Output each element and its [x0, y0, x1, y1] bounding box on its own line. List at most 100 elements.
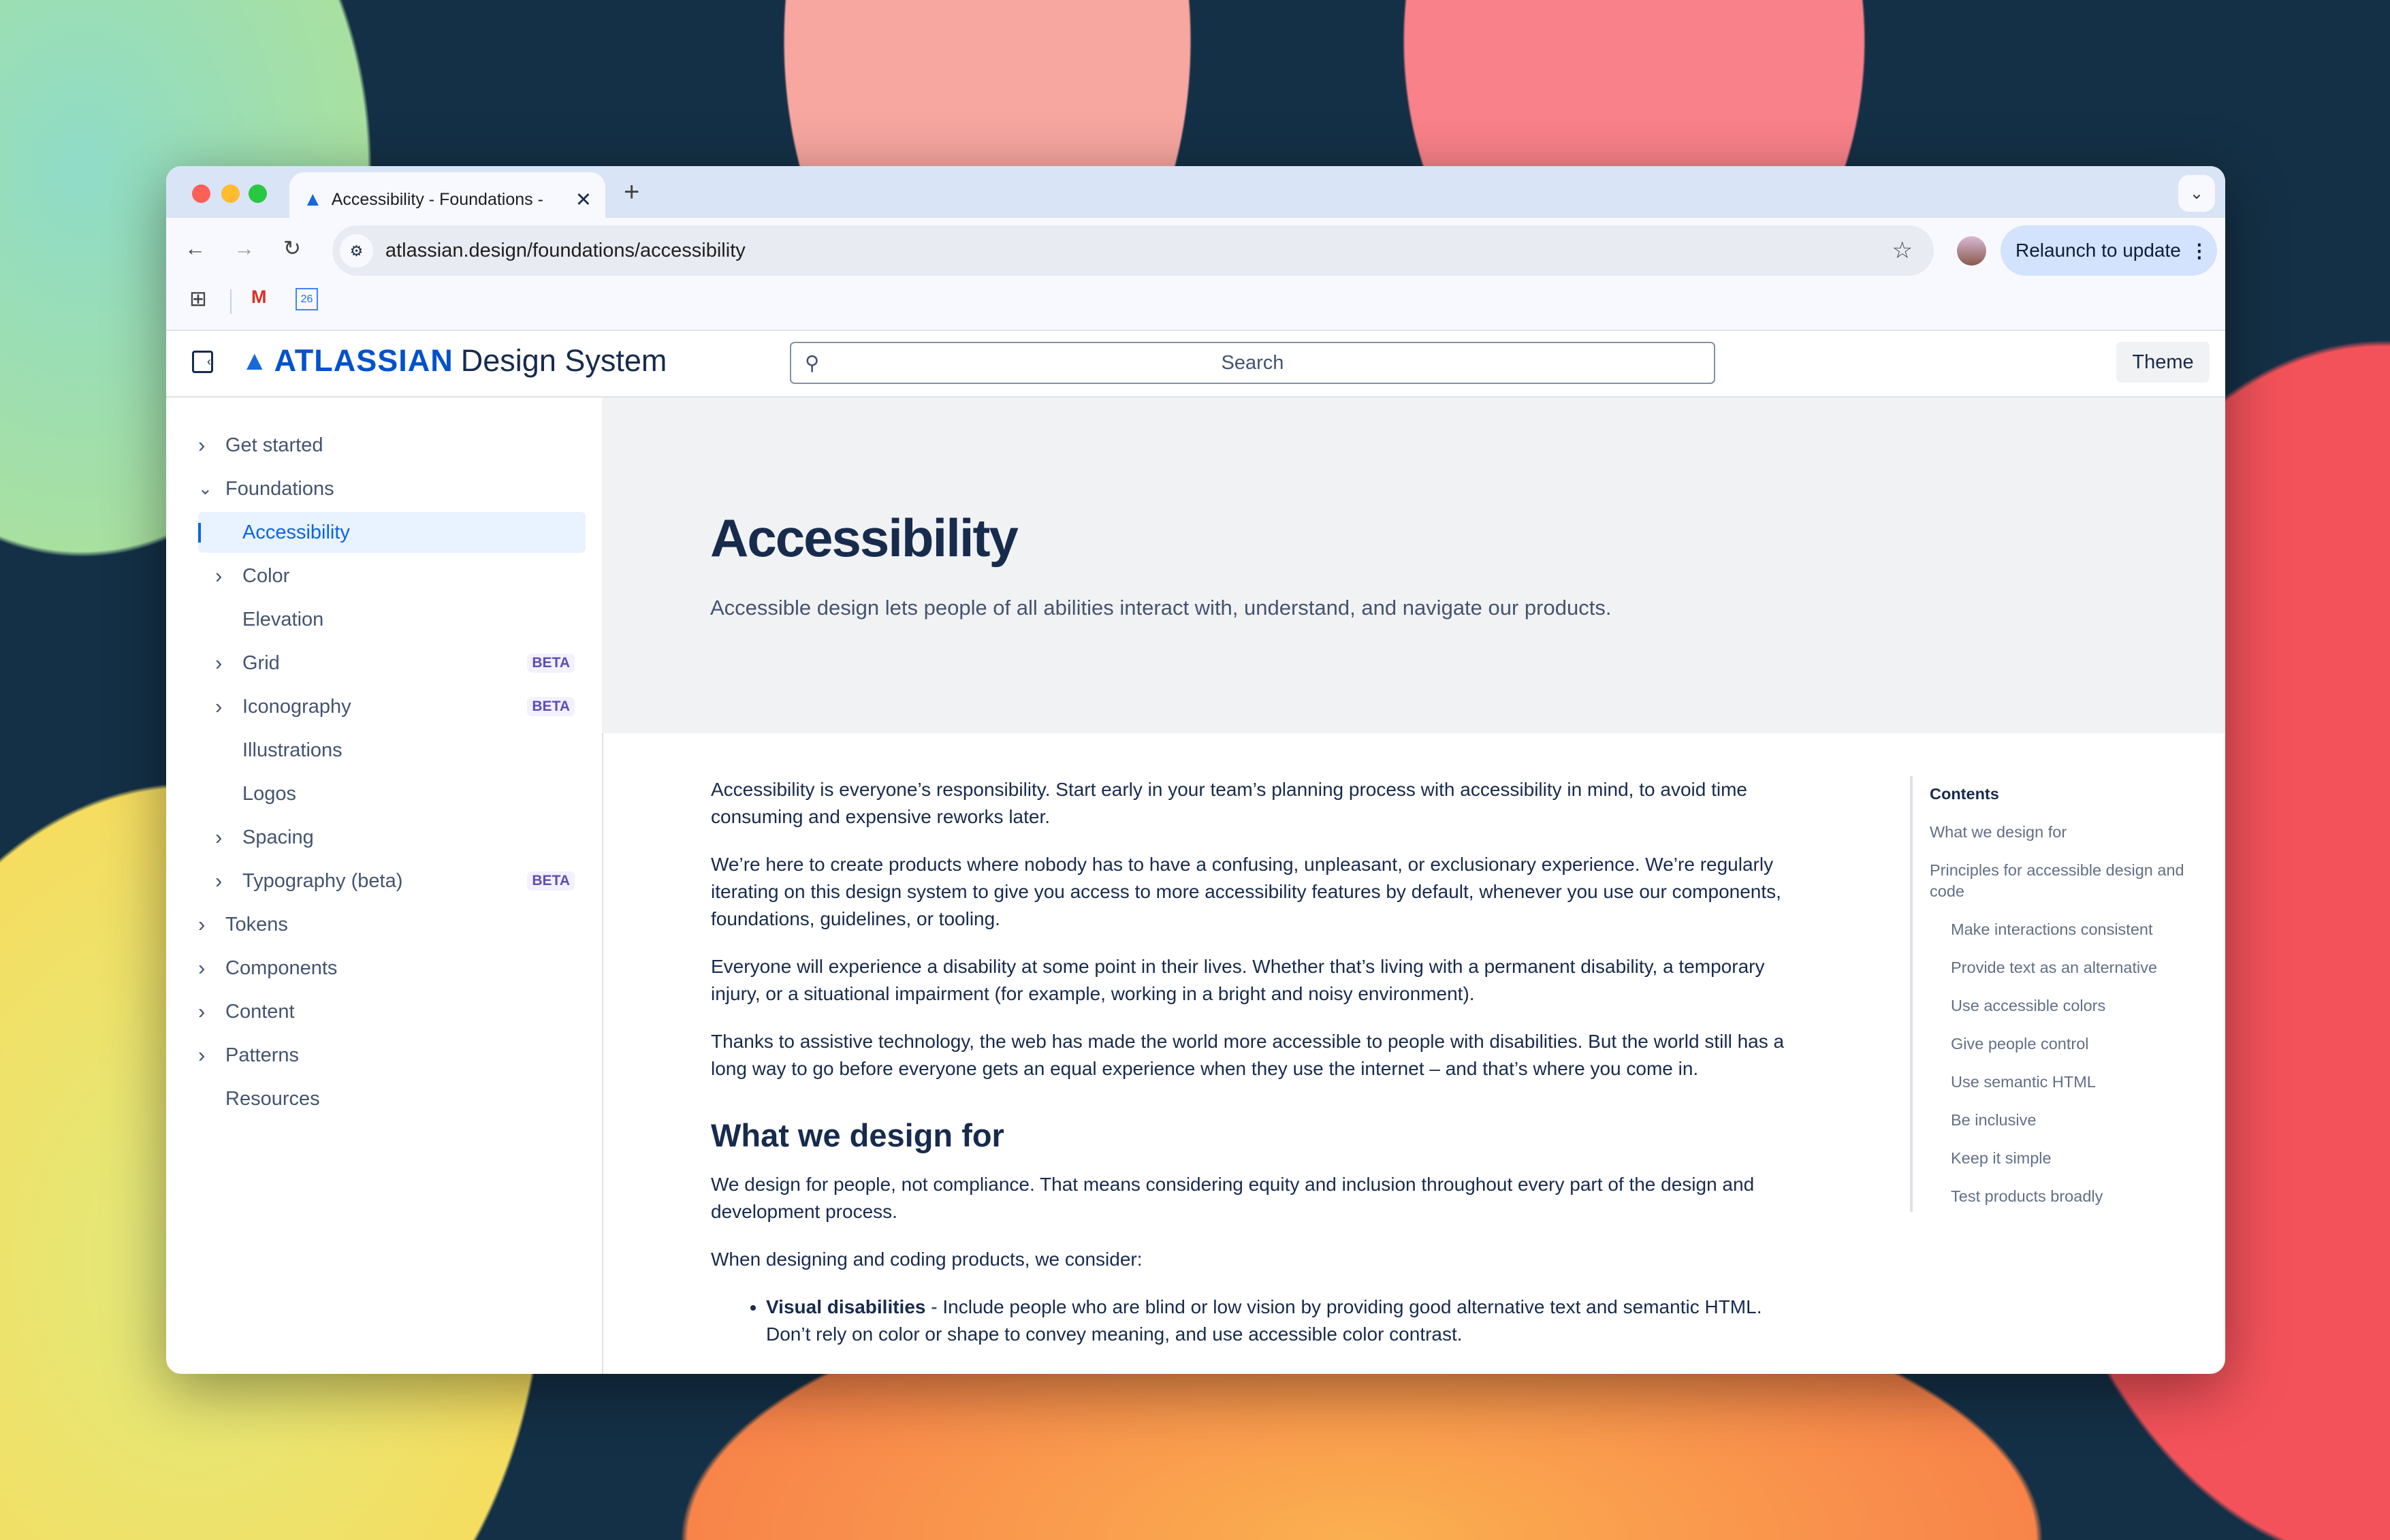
relaunch-label: Relaunch to update	[2015, 240, 2181, 261]
sidebar-item-label: Iconography	[242, 695, 351, 718]
search-placeholder: Search	[1221, 351, 1284, 374]
sidebar-item-patterns[interactable]: › Patterns	[198, 1035, 586, 1076]
site-header: ‹ ▲ ATLASSIAN Design System ⚲ Search The…	[166, 331, 2225, 398]
maximize-window-button[interactable]	[249, 185, 267, 203]
sidebar-item-resources[interactable]: Resources	[198, 1078, 586, 1119]
reload-icon[interactable]: ↻	[283, 236, 301, 260]
tab-title: Accessibility - Foundations -	[331, 190, 543, 209]
sidebar-item-label: Elevation	[242, 608, 324, 630]
article-content: Accessibility is everyone’s responsibili…	[711, 776, 1809, 1348]
sidebar-item-foundations[interactable]: ⌄ Foundations	[198, 468, 586, 509]
sidebar-item-label: Foundations	[225, 477, 334, 500]
beta-badge: BETA	[527, 654, 575, 673]
sidebar-item-label: Color	[242, 564, 290, 587]
chevron-down-icon[interactable]: ⌄	[198, 479, 212, 498]
bookmark-divider	[230, 289, 232, 314]
page-subtitle: Accessible design lets people of all abi…	[710, 596, 1612, 620]
chevron-right-icon[interactable]: ›	[215, 564, 223, 588]
paragraph: Thanks to assistive technology, the web …	[711, 1031, 1785, 1079]
back-icon[interactable]: ←	[185, 236, 206, 260]
site-settings-icon[interactable]: ⚙	[340, 234, 373, 268]
sidebar-item-label: Components	[225, 957, 338, 979]
profile-avatar[interactable]	[1957, 236, 1986, 266]
beta-badge: BETA	[527, 871, 575, 891]
toc-link[interactable]: Make interactions consistent	[1951, 920, 2153, 938]
sidebar-item-grid[interactable]: › Grid BETA	[198, 643, 586, 684]
close-tab-icon[interactable]: ✕	[575, 189, 592, 211]
chevron-right-icon[interactable]: ›	[215, 651, 223, 675]
sidebar-item-label: Grid	[242, 652, 280, 674]
bullet-text: - Include people who are blind or low vi…	[766, 1296, 1762, 1345]
sidebar-toggle-icon[interactable]: ‹	[192, 351, 213, 373]
sidebar-item-elevation[interactable]: Elevation	[198, 599, 586, 640]
chevron-right-icon[interactable]: ›	[198, 1043, 206, 1067]
sidebar-item-get-started[interactable]: › Get started	[198, 425, 586, 466]
paragraph: We design for people, not compliance. Th…	[711, 1174, 1755, 1222]
selected-indicator	[198, 523, 201, 543]
more-menu-icon[interactable]: ⋮	[2189, 240, 2209, 261]
sidebar-item-label: Spacing	[242, 826, 314, 848]
considerations-list: Visual disabilities - Include people who…	[711, 1294, 1809, 1348]
sidebar-item-label: Tokens	[225, 913, 288, 935]
sidebar-item-color[interactable]: › Color	[198, 556, 586, 596]
section-heading: What we design for	[711, 1117, 1004, 1153]
sidebar-item-label: Get started	[225, 434, 323, 456]
gmail-icon[interactable]: M	[251, 287, 267, 307]
paragraph: Accessibility is everyone’s responsibili…	[711, 779, 1747, 827]
toc-link[interactable]: Use semantic HTML	[1951, 1073, 2096, 1091]
chevron-right-icon[interactable]: ›	[215, 825, 223, 849]
brand-name: ATLASSIAN	[274, 343, 453, 378]
url-text[interactable]: atlassian.design/foundations/accessibili…	[385, 239, 746, 261]
hero-banner: Accessibility Accessible design lets peo…	[602, 398, 2225, 733]
new-tab-icon[interactable]: +	[624, 177, 640, 207]
chevron-right-icon[interactable]: ›	[215, 869, 223, 893]
browser-window: ▲ Accessibility - Foundations - ✕ + ⌄ ← …	[166, 166, 2225, 1374]
chevron-right-icon[interactable]: ›	[198, 912, 206, 936]
theme-button[interactable]: Theme	[2116, 342, 2210, 383]
sidebar-item-label: Resources	[225, 1087, 320, 1110]
sidebar-item-spacing[interactable]: › Spacing	[198, 817, 586, 858]
toc-link[interactable]: Provide text as an alternative	[1951, 959, 2158, 976]
address-bar[interactable]: ⚙ atlassian.design/foundations/accessibi…	[332, 225, 1934, 276]
chevron-right-icon[interactable]: ›	[198, 433, 206, 457]
tab-search-chevron-down-icon[interactable]: ⌄	[2178, 175, 2215, 212]
sidebar-item-label: Logos	[242, 782, 297, 805]
toc-link[interactable]: Use accessible colors	[1951, 997, 2106, 1014]
sidebar-item-components[interactable]: › Components	[198, 948, 586, 989]
apps-grid-icon[interactable]: ⊞	[189, 287, 207, 310]
chevron-right-icon[interactable]: ›	[198, 956, 206, 980]
sidebar-item-illustrations[interactable]: Illustrations	[198, 730, 586, 771]
calendar-icon[interactable]: 26	[296, 288, 318, 310]
calendar-day: 26	[300, 293, 313, 305]
sidebar-item-logos[interactable]: Logos	[198, 773, 586, 814]
toc-link[interactable]: Be inclusive	[1951, 1111, 2037, 1129]
search-input[interactable]: ⚲ Search	[790, 342, 1715, 384]
sidebar-nav: › Get started ⌄ Foundations Accessibility › Co…	[166, 398, 603, 1374]
toc-link[interactable]: Give people control	[1951, 1035, 2089, 1053]
paragraph: Everyone will experience a disability at…	[711, 956, 1765, 1004]
close-window-button[interactable]	[192, 185, 210, 203]
theme-label: Theme	[2132, 351, 2194, 373]
toc-title: Contents	[1930, 785, 1999, 803]
page-title: Accessibility	[710, 508, 1019, 568]
toc-link[interactable]: Principles for accessible design and cod…	[1930, 861, 2184, 900]
sidebar-item-label: Content	[225, 1000, 295, 1023]
toc-link[interactable]: Keep it simple	[1951, 1149, 2052, 1167]
minimize-window-button[interactable]	[221, 185, 240, 203]
chevron-right-icon[interactable]: ›	[215, 694, 223, 718]
sidebar-item-content[interactable]: › Content	[198, 991, 586, 1032]
sidebar-item-iconography[interactable]: › Iconography BETA	[198, 686, 586, 727]
site-logo[interactable]: ▲ ATLASSIAN Design System	[241, 343, 667, 379]
forward-icon[interactable]: →	[234, 236, 255, 260]
product-name: Design System	[460, 343, 667, 378]
toc-link[interactable]: What we design for	[1930, 823, 2067, 841]
sidebar-item-typography-beta[interactable]: › Typography (beta) BETA	[198, 861, 586, 901]
sidebar-item-tokens[interactable]: › Tokens	[198, 904, 586, 945]
sidebar-item-accessibility[interactable]: Accessibility	[198, 512, 586, 553]
toc-link[interactable]: Test products broadly	[1951, 1187, 2103, 1205]
relaunch-button[interactable]: Relaunch to update ⋮	[2001, 225, 2217, 276]
bookmark-star-icon[interactable]: ☆	[1892, 238, 1913, 263]
search-icon: ⚲	[805, 352, 820, 374]
sidebar-item-label: Typography (beta)	[242, 869, 403, 892]
chevron-right-icon[interactable]: ›	[198, 999, 206, 1023]
